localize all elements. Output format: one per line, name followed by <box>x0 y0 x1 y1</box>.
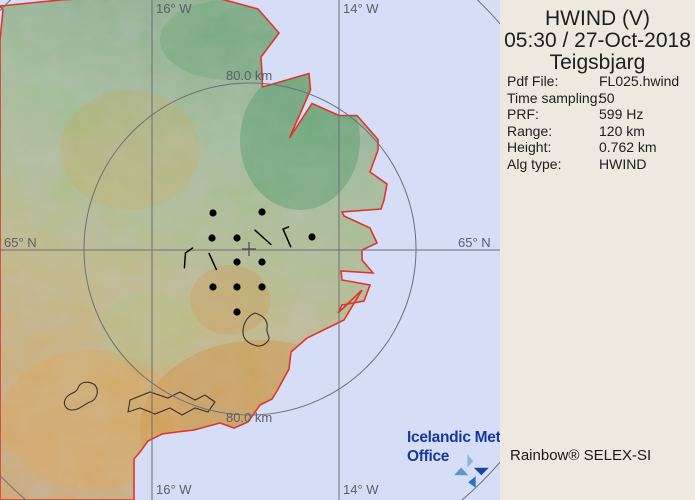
svg-text:65° N: 65° N <box>458 235 491 250</box>
svg-text:Icelandic Met: Icelandic Met <box>407 429 500 446</box>
svg-text:80.0 km: 80.0 km <box>226 68 272 83</box>
svg-text:14° W: 14° W <box>343 1 379 16</box>
svg-text:80.0 km: 80.0 km <box>226 410 272 425</box>
svg-text:16° W: 16° W <box>156 482 192 497</box>
svg-text:14° W: 14° W <box>343 482 379 497</box>
svg-text:Office: Office <box>407 448 450 465</box>
svg-text:16° W: 16° W <box>156 1 192 16</box>
svg-text:65° N: 65° N <box>4 235 37 250</box>
